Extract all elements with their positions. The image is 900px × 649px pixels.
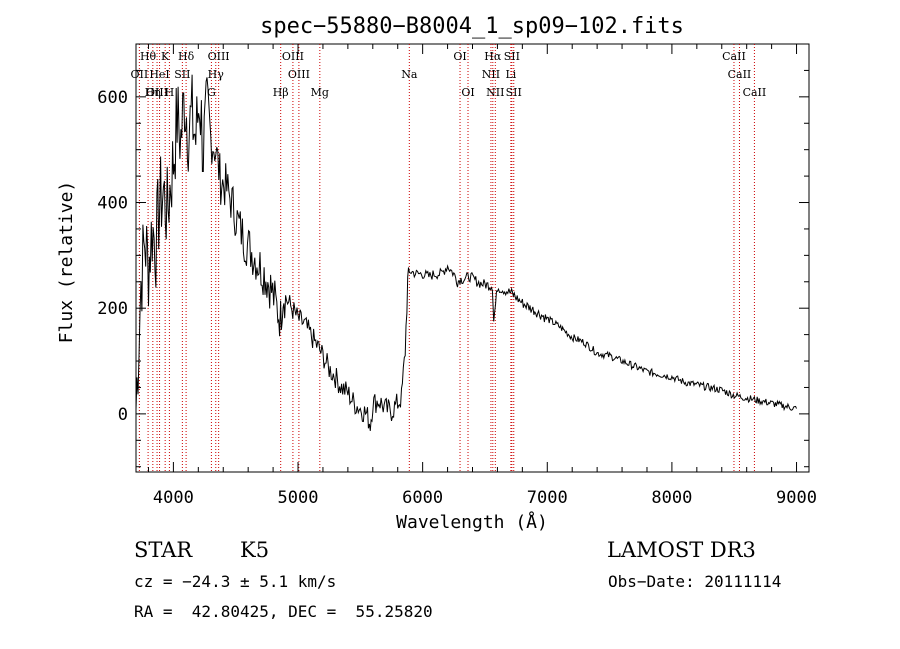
line-label-13: OIII — [288, 68, 310, 81]
object-class: STAR — [134, 538, 193, 562]
x-tick-label-2: 6000 — [402, 488, 443, 508]
survey-name: LAMOST DR3 — [607, 538, 756, 562]
line-label-18: OIII — [146, 86, 168, 99]
y-axis-ticks: 0 200 400 600 — [97, 43, 809, 468]
line-label-14: Na — [401, 68, 418, 81]
line-label-23: Mg — [311, 86, 329, 99]
line-label-16: Li — [505, 68, 516, 81]
line-label-26: SII — [506, 86, 522, 99]
plot-frame — [135, 43, 810, 473]
y-tick-label-0: 0 — [118, 405, 128, 425]
x-tick-label-4: 8000 — [651, 488, 692, 508]
x-tick-label-5: 9000 — [776, 488, 817, 508]
line-label-20: H — [165, 86, 175, 99]
line-label-27: CaII — [743, 86, 767, 99]
line-label-3: OIII — [208, 50, 230, 63]
line-label-11: SII — [174, 68, 190, 81]
x-tick-label-0: 4000 — [153, 488, 194, 508]
line-label-22: Hβ — [273, 86, 289, 99]
line-label-10: HeI — [149, 68, 169, 81]
redshift-cz: cz = −24.3 ± 5.1 km/s — [134, 572, 337, 591]
x-axis-label: Wavelength (Å) — [396, 511, 548, 533]
x-axis-ticks: 4000 5000 6000 7000 8000 9000 — [147, 44, 817, 508]
line-label-0: Hθ — [140, 50, 157, 63]
y-tick-label-2: 400 — [97, 194, 128, 214]
object-subclass: K5 — [240, 538, 270, 562]
coordinates: RA = 42.80425, DEC = 55.25820 — [134, 602, 433, 621]
spectrum-line — [135, 74, 797, 431]
line-label-19: Hη — [145, 86, 161, 99]
line-label-6: Hα — [484, 50, 502, 63]
line-label-4: OIII — [282, 50, 304, 63]
line-label-17: CaII — [728, 68, 752, 81]
x-tick-label-3: 7000 — [527, 488, 568, 508]
line-label-12: Hγ — [208, 68, 225, 81]
line-label-25: NII — [486, 86, 504, 99]
spectral-line-markers — [138, 44, 755, 472]
line-label-15: NII — [482, 68, 500, 81]
observation-date: Obs−Date: 20111114 — [608, 572, 782, 591]
y-tick-label-3: 600 — [97, 88, 128, 108]
y-tick-label-1: 200 — [97, 299, 128, 319]
line-label-1: K — [161, 50, 170, 63]
line-label-5: OI — [453, 50, 466, 63]
x-tick-label-1: 5000 — [278, 488, 319, 508]
line-label-8: CaII — [722, 50, 746, 63]
line-label-21: G — [207, 86, 216, 99]
chart-title: spec−55880−B8004_1_sp09−102.fits — [260, 14, 684, 39]
line-label-9: OII — [131, 68, 149, 81]
line-label-24: OI — [461, 86, 474, 99]
line-label-2: Hδ — [178, 50, 195, 63]
line-label-7: SII — [504, 50, 520, 63]
y-axis-label: Flux (relative) — [56, 181, 77, 344]
